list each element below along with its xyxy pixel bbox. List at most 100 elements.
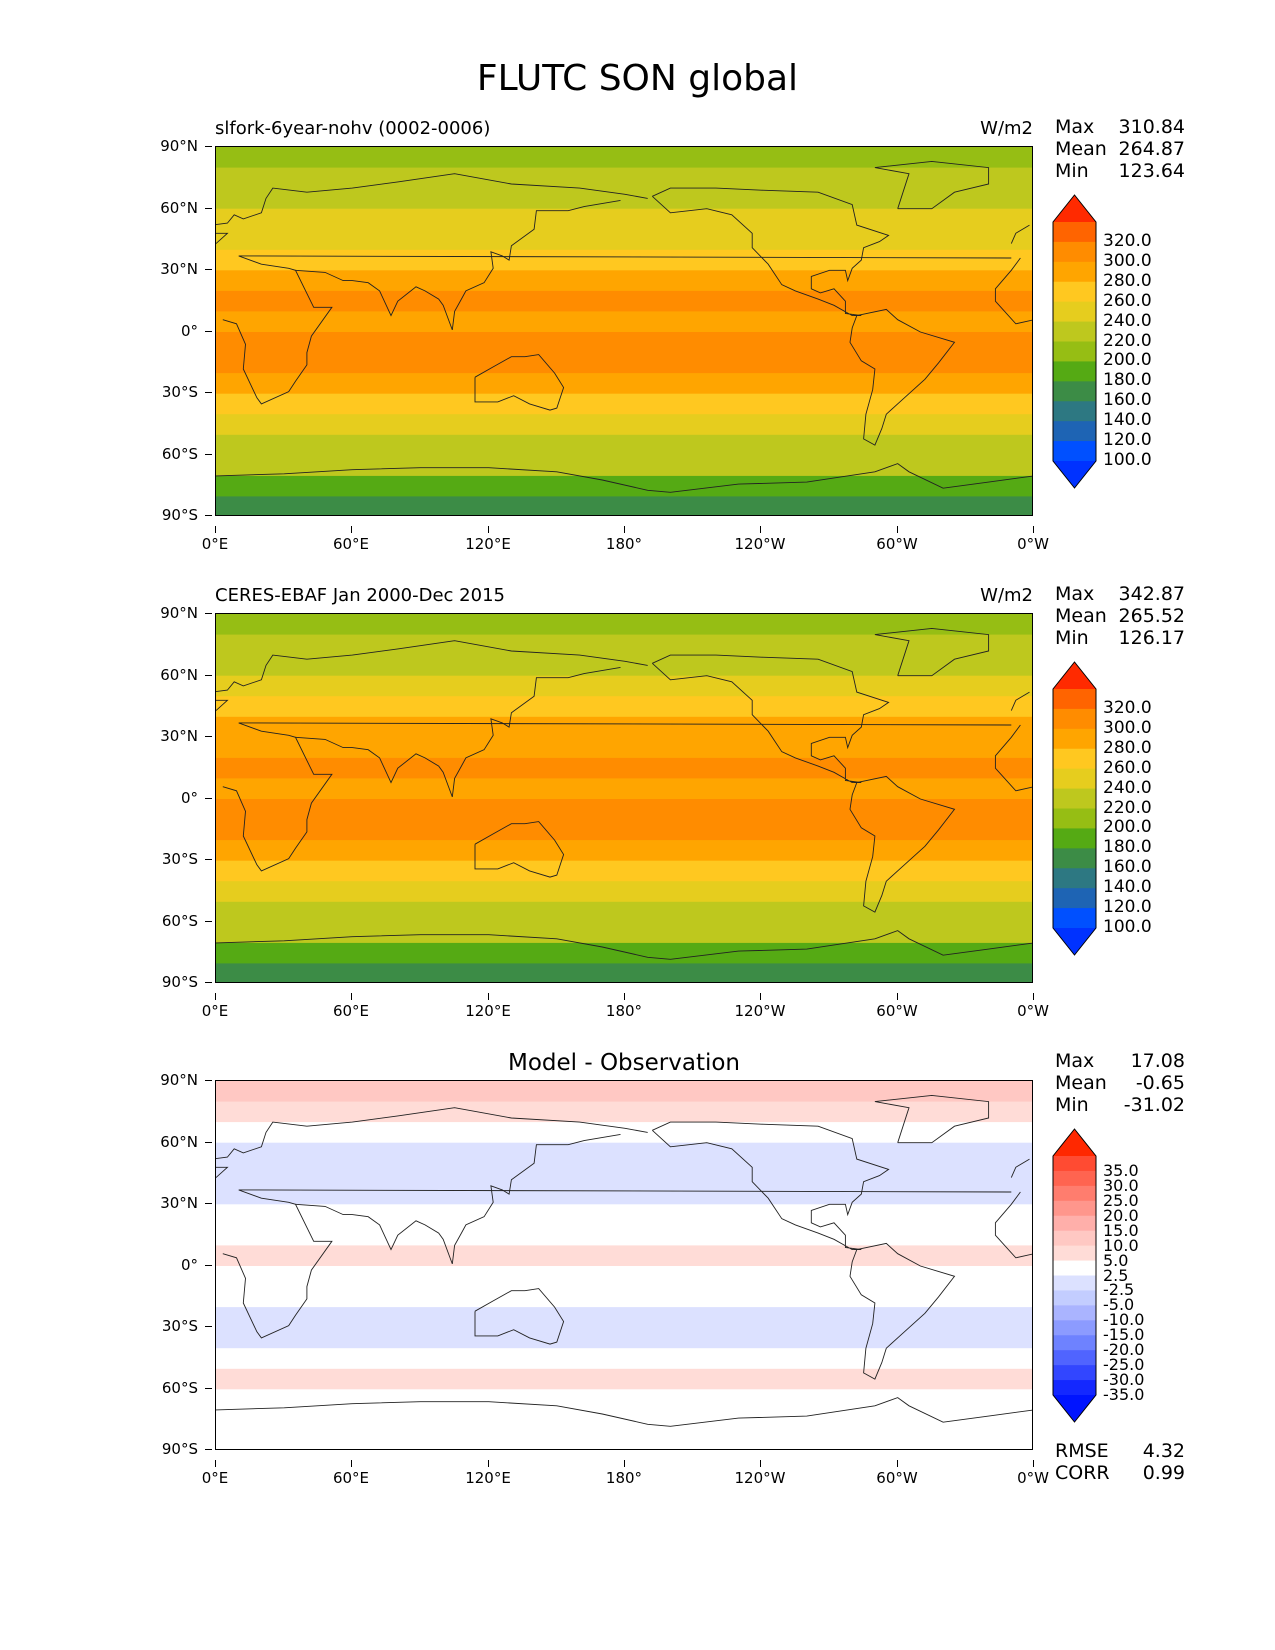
colorbar-tick-label: 120.0 <box>1103 897 1152 918</box>
ytick: 0° <box>130 322 212 340</box>
colorbar-tick-label: 20.0 <box>1103 1205 1139 1225</box>
lat-band <box>216 229 1032 251</box>
colorbar-tick-label: 320.0 <box>1103 697 1152 718</box>
colorbar-tick-label: 300.0 <box>1103 250 1152 271</box>
rmse-label: RMSE <box>1055 1440 1109 1462</box>
colorbar-swatch <box>1053 1365 1096 1381</box>
ytick: 0° <box>130 789 212 807</box>
coastline-segment <box>216 930 1032 960</box>
lat-band <box>216 434 1032 456</box>
colorbar-extend-max <box>1053 1129 1096 1156</box>
lat-band <box>216 1286 1032 1308</box>
coastline-segment <box>994 257 1032 325</box>
colorbar-swatch <box>1053 808 1096 830</box>
colorbar-swatch <box>1053 848 1096 869</box>
ytick: 90°N <box>130 1071 212 1089</box>
lat-band <box>216 819 1032 841</box>
stat-mean-label: Mean <box>1055 1072 1107 1094</box>
lat-band <box>216 799 1032 821</box>
colorbar-swatch <box>1053 321 1096 343</box>
lat-band <box>216 942 1032 965</box>
lat-band <box>216 475 1032 498</box>
colorbar-tick-label: 220.0 <box>1103 330 1152 351</box>
lat-band <box>216 1266 1032 1288</box>
colorbar-swatch <box>1053 708 1096 730</box>
coastline-segment <box>849 308 956 446</box>
stats-box-difference: Max 17.08 Mean -0.65 Min -31.02 <box>1055 1050 1185 1116</box>
xtick: 0°E <box>175 526 255 553</box>
coastline-segment <box>474 354 565 411</box>
ytick: 30°N <box>130 1194 212 1212</box>
colorbar-tick-label: -30.0 <box>1103 1370 1145 1390</box>
units-label-observation: W/m2 <box>980 585 1033 606</box>
colorbar-tick-label: 5.0 <box>1103 1250 1129 1270</box>
ytick: 90°N <box>130 137 212 155</box>
stat-min-label: Min <box>1055 160 1089 182</box>
colorbar-swatch <box>1053 261 1096 283</box>
colorbar-swatch <box>1053 788 1096 810</box>
colorbar-swatch <box>1053 1350 1096 1366</box>
lat-band <box>216 1183 1032 1205</box>
coastline-segment <box>222 1189 1012 1339</box>
colorbar-tick-label: -2.5 <box>1103 1280 1135 1300</box>
coastline-segment <box>295 199 621 331</box>
lat-band <box>216 188 1032 210</box>
xtick: 0°E <box>175 993 255 1020</box>
coastline <box>216 160 1032 493</box>
colorbar-tick-label: 220.0 <box>1103 797 1152 818</box>
coastline-segment <box>1010 224 1030 244</box>
colorbar-outline <box>1052 661 1097 956</box>
colorbar-tick-label: 10.0 <box>1103 1235 1139 1255</box>
stat-max-value: 17.08 <box>1130 1050 1185 1072</box>
xtick: 60°W <box>857 526 937 553</box>
lat-band <box>216 393 1032 415</box>
panel-title-model: slfork-6year-nohv (0002-0006) <box>215 118 491 139</box>
colorbar-extend-min <box>1053 928 1096 955</box>
coastline <box>216 1094 1032 1427</box>
lat-band <box>216 675 1032 697</box>
xtick: 60°E <box>311 526 391 553</box>
ytick: 90°N <box>130 604 212 622</box>
colorbar-swatch <box>1053 281 1096 303</box>
colorbar-outline <box>1052 194 1097 489</box>
coastline-segment <box>651 654 890 784</box>
lat-band <box>216 290 1032 313</box>
coastline-segment <box>1010 1158 1030 1178</box>
lat-band <box>216 901 1032 923</box>
coastline-segment <box>1010 691 1030 711</box>
colorbar-tick-label: 2.5 <box>1103 1265 1129 1285</box>
lat-band <box>216 373 1032 395</box>
lat-band <box>216 1327 1032 1349</box>
colorbar-swatch <box>1053 1170 1096 1187</box>
colorbar-swatch <box>1053 1200 1096 1217</box>
colorbar-tick-label: 100.0 <box>1103 917 1152 937</box>
colorbar-swatch <box>1053 381 1096 402</box>
map-model <box>215 146 1033 516</box>
stat-min-label: Min <box>1055 1094 1089 1116</box>
colorbar-swatch <box>1053 768 1096 790</box>
lat-band <box>216 1081 1032 1103</box>
coastline-segment <box>651 1121 890 1251</box>
colorbar-model <box>1052 194 1097 489</box>
lat-band <box>216 840 1032 862</box>
lat-band <box>216 655 1032 677</box>
lat-band <box>216 614 1032 636</box>
colorbar-swatch <box>1053 888 1096 909</box>
ytick: 30°N <box>130 727 212 745</box>
ytick: 30°S <box>130 850 212 868</box>
lat-band <box>216 167 1032 189</box>
colorbar-swatch <box>1053 441 1096 462</box>
colorbar-extend-max <box>1053 662 1096 689</box>
colorbar-swatch <box>1053 748 1096 770</box>
lat-band <box>216 249 1032 271</box>
colorbar-swatch <box>1053 728 1096 750</box>
xtick: 120°E <box>448 1460 528 1487</box>
stat-max-label: Max <box>1055 1050 1095 1072</box>
colorbar-tick-label: 260.0 <box>1103 290 1152 311</box>
colorbar-swatch <box>1053 868 1096 889</box>
stat-min-label: Min <box>1055 627 1089 649</box>
ytick: 30°S <box>130 383 212 401</box>
lat-band <box>216 496 1032 515</box>
lat-band <box>216 737 1032 759</box>
stat-mean-label: Mean <box>1055 605 1107 627</box>
